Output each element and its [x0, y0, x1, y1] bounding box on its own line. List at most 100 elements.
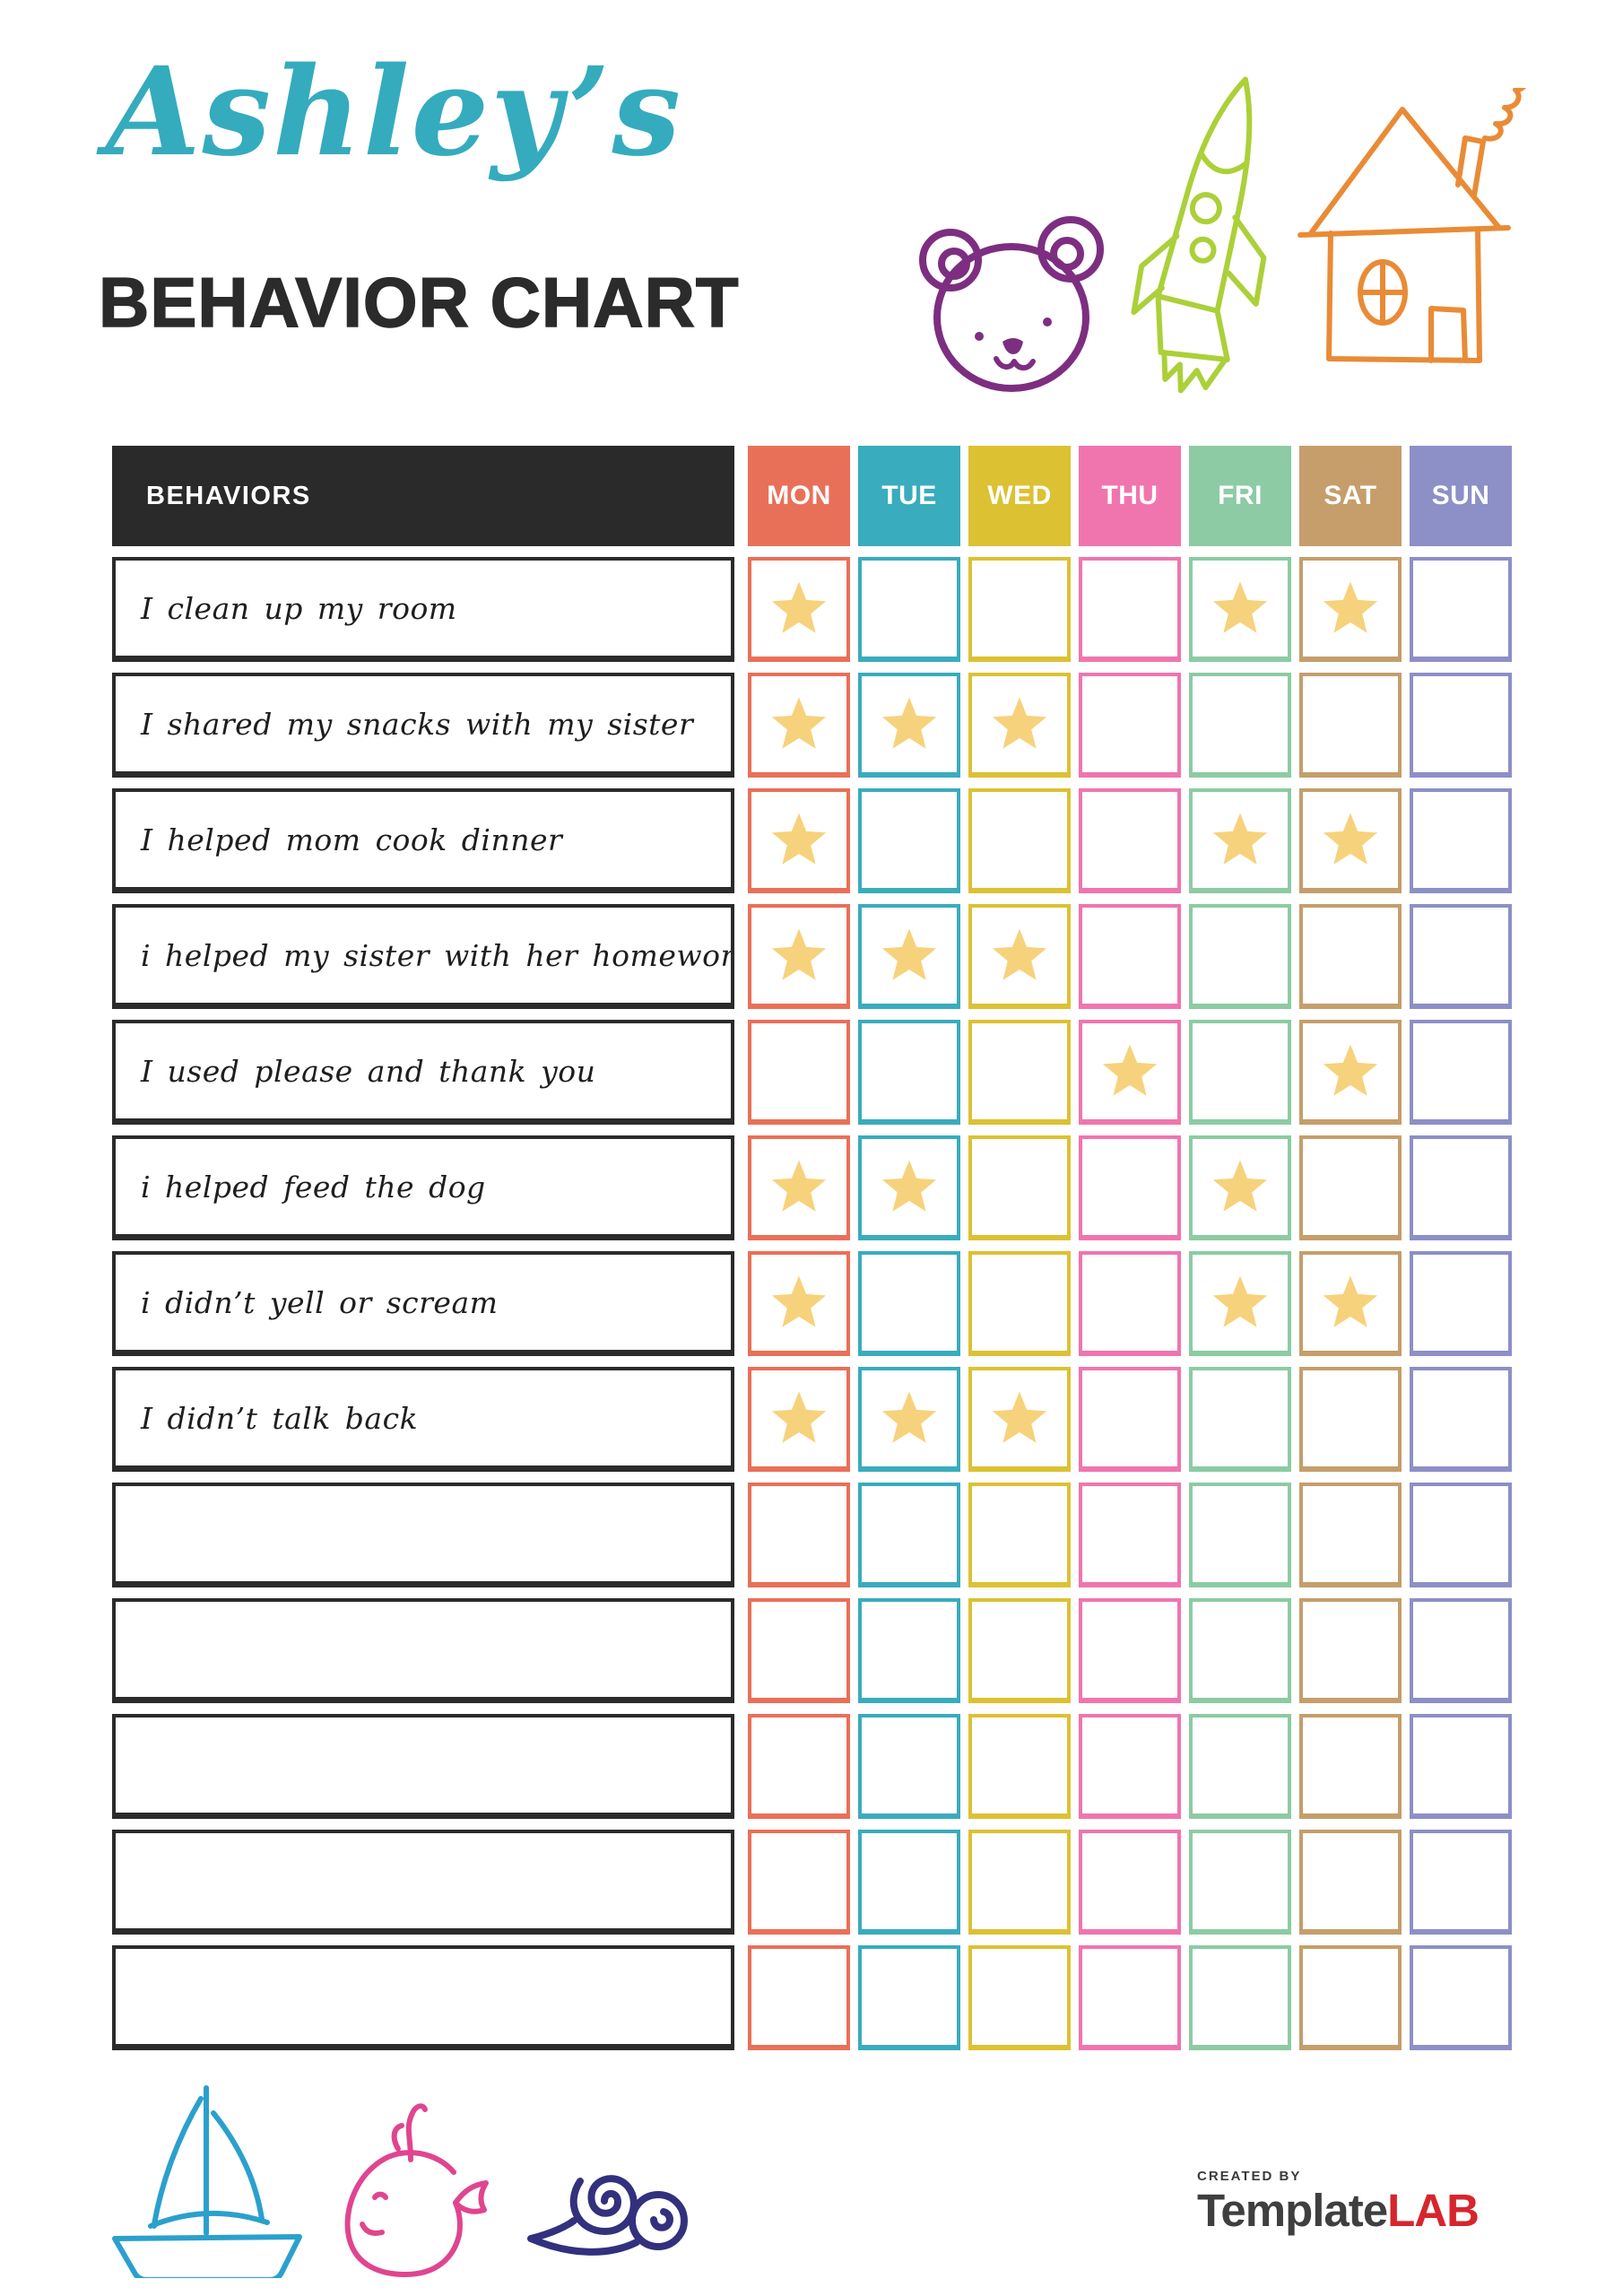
day-cell-tue-row11[interactable] — [858, 1714, 960, 1819]
day-cell-fri-row8[interactable] — [1189, 1367, 1291, 1472]
star-icon — [992, 1391, 1047, 1443]
day-cell-sat-row11[interactable] — [1299, 1714, 1402, 1819]
day-cell-fri-row1[interactable] — [1189, 557, 1291, 662]
day-cell-mon-row7[interactable] — [748, 1251, 850, 1356]
day-cell-fri-row11[interactable] — [1189, 1714, 1291, 1819]
day-cell-tue-row10[interactable] — [858, 1598, 960, 1703]
day-cell-mon-row5[interactable] — [748, 1020, 850, 1125]
star-icon — [1212, 1160, 1268, 1212]
day-cell-sun-row9[interactable] — [1410, 1483, 1512, 1587]
day-cell-mon-row9[interactable] — [748, 1483, 850, 1587]
day-cell-sun-row13[interactable] — [1410, 1945, 1512, 2050]
behavior-label: i helped feed the dog — [141, 1169, 486, 1205]
day-cell-thu-row7[interactable] — [1079, 1251, 1181, 1356]
day-cell-fri-row13[interactable] — [1189, 1945, 1291, 2050]
day-cell-tue-row3[interactable] — [858, 788, 960, 893]
day-cell-mon-row3[interactable] — [748, 788, 850, 893]
day-cell-wed-row10[interactable] — [968, 1598, 1071, 1703]
day-cell-tue-row2[interactable] — [858, 673, 960, 778]
day-cell-fri-row12[interactable] — [1189, 1830, 1291, 1935]
day-cell-tue-row6[interactable] — [858, 1135, 960, 1240]
day-cell-tue-row8[interactable] — [858, 1367, 960, 1472]
day-cell-sat-row13[interactable] — [1299, 1945, 1402, 2050]
day-cell-mon-row10[interactable] — [748, 1598, 850, 1703]
star-icon — [881, 928, 937, 980]
day-cell-thu-row5[interactable] — [1079, 1020, 1181, 1125]
day-cell-tue-row9[interactable] — [858, 1483, 960, 1587]
day-cell-sat-row2[interactable] — [1299, 673, 1402, 778]
templatelab-logo: CREATED BY TemplateLAB — [1197, 2169, 1480, 2237]
day-cell-fri-row5[interactable] — [1189, 1020, 1291, 1125]
day-cell-wed-row12[interactable] — [968, 1830, 1071, 1935]
day-cell-thu-row3[interactable] — [1079, 788, 1181, 893]
day-cell-thu-row2[interactable] — [1079, 673, 1181, 778]
day-cell-sun-row5[interactable] — [1410, 1020, 1512, 1125]
day-cell-mon-row1[interactable] — [748, 557, 850, 662]
day-cell-sun-row3[interactable] — [1410, 788, 1512, 893]
day-cell-mon-row6[interactable] — [748, 1135, 850, 1240]
day-cell-mon-row8[interactable] — [748, 1367, 850, 1472]
day-cell-sat-row1[interactable] — [1299, 557, 1402, 662]
day-cell-thu-row8[interactable] — [1079, 1367, 1181, 1472]
day-cell-wed-row7[interactable] — [968, 1251, 1071, 1356]
day-cell-sat-row7[interactable] — [1299, 1251, 1402, 1356]
day-cell-wed-row1[interactable] — [968, 557, 1071, 662]
day-cell-tue-row13[interactable] — [858, 1945, 960, 2050]
day-cell-fri-row10[interactable] — [1189, 1598, 1291, 1703]
day-cell-fri-row3[interactable] — [1189, 788, 1291, 893]
day-cell-tue-row4[interactable] — [858, 904, 960, 1009]
day-cell-tue-row1[interactable] — [858, 557, 960, 662]
day-cell-sat-row8[interactable] — [1299, 1367, 1402, 1472]
day-cell-thu-row10[interactable] — [1079, 1598, 1181, 1703]
day-cell-fri-row7[interactable] — [1189, 1251, 1291, 1356]
day-cell-wed-row8[interactable] — [968, 1367, 1071, 1472]
day-cell-thu-row13[interactable] — [1079, 1945, 1181, 2050]
day-cell-thu-row4[interactable] — [1079, 904, 1181, 1009]
day-cell-sun-row7[interactable] — [1410, 1251, 1512, 1356]
star-icon — [881, 697, 937, 749]
day-cell-wed-row4[interactable] — [968, 904, 1071, 1009]
day-cell-mon-row2[interactable] — [748, 673, 850, 778]
day-cell-sun-row10[interactable] — [1410, 1598, 1512, 1703]
day-cell-fri-row6[interactable] — [1189, 1135, 1291, 1240]
day-cell-fri-row2[interactable] — [1189, 673, 1291, 778]
day-cell-sun-row11[interactable] — [1410, 1714, 1512, 1819]
day-cell-sat-row12[interactable] — [1299, 1830, 1402, 1935]
day-cell-sat-row6[interactable] — [1299, 1135, 1402, 1240]
day-cell-sat-row10[interactable] — [1299, 1598, 1402, 1703]
day-cell-sun-row4[interactable] — [1410, 904, 1512, 1009]
day-cell-fri-row9[interactable] — [1189, 1483, 1291, 1587]
day-cell-tue-row5[interactable] — [858, 1020, 960, 1125]
day-cell-mon-row12[interactable] — [748, 1830, 850, 1935]
logo-created-by: CREATED BY — [1197, 2169, 1302, 2184]
day-cell-mon-row11[interactable] — [748, 1714, 850, 1819]
day-cell-sun-row8[interactable] — [1410, 1367, 1512, 1472]
day-cell-wed-row3[interactable] — [968, 788, 1071, 893]
day-cell-wed-row13[interactable] — [968, 1945, 1071, 2050]
day-cell-fri-row4[interactable] — [1189, 904, 1291, 1009]
day-cell-thu-row12[interactable] — [1079, 1830, 1181, 1935]
day-cell-wed-row9[interactable] — [968, 1483, 1071, 1587]
day-cell-mon-row13[interactable] — [748, 1945, 850, 2050]
day-cell-wed-row6[interactable] — [968, 1135, 1071, 1240]
day-cell-thu-row1[interactable] — [1079, 557, 1181, 662]
day-cell-tue-row7[interactable] — [858, 1251, 960, 1356]
day-cell-wed-row11[interactable] — [968, 1714, 1071, 1819]
day-cell-sat-row4[interactable] — [1299, 904, 1402, 1009]
day-cell-wed-row2[interactable] — [968, 673, 1071, 778]
day-cell-sat-row9[interactable] — [1299, 1483, 1402, 1587]
day-cell-thu-row11[interactable] — [1079, 1714, 1181, 1819]
day-cell-sun-row1[interactable] — [1410, 557, 1512, 662]
day-cell-sun-row2[interactable] — [1410, 673, 1512, 778]
star-icon — [771, 1160, 827, 1212]
day-cell-sat-row5[interactable] — [1299, 1020, 1402, 1125]
day-cell-thu-row9[interactable] — [1079, 1483, 1181, 1587]
day-cell-sat-row3[interactable] — [1299, 788, 1402, 893]
day-cell-wed-row5[interactable] — [968, 1020, 1071, 1125]
day-cell-tue-row12[interactable] — [858, 1830, 960, 1935]
day-cell-sun-row6[interactable] — [1410, 1135, 1512, 1240]
day-cell-thu-row6[interactable] — [1079, 1135, 1181, 1240]
day-cell-mon-row4[interactable] — [748, 904, 850, 1009]
day-cell-sun-row12[interactable] — [1410, 1830, 1512, 1935]
behavior-cell-row12 — [112, 1830, 734, 1935]
